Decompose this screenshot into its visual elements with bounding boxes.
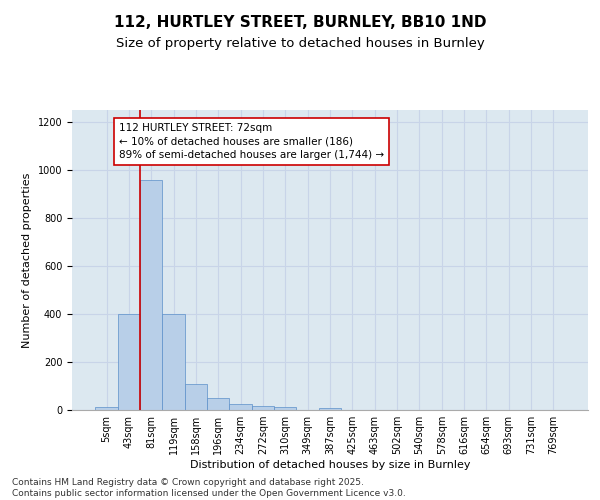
Text: Contains HM Land Registry data © Crown copyright and database right 2025.
Contai: Contains HM Land Registry data © Crown c…	[12, 478, 406, 498]
Bar	[185, 384, 207, 410]
Bar	[274, 407, 296, 410]
Bar	[252, 406, 274, 410]
Text: Size of property relative to detached houses in Burnley: Size of property relative to detached ho…	[116, 38, 484, 51]
Bar	[140, 180, 163, 410]
Bar	[95, 407, 118, 410]
X-axis label: Distribution of detached houses by size in Burnley: Distribution of detached houses by size …	[190, 460, 470, 470]
Bar	[207, 398, 229, 410]
Bar	[163, 314, 185, 410]
Bar	[118, 314, 140, 410]
Bar	[229, 404, 252, 410]
Text: 112 HURTLEY STREET: 72sqm
← 10% of detached houses are smaller (186)
89% of semi: 112 HURTLEY STREET: 72sqm ← 10% of detac…	[119, 123, 384, 160]
Y-axis label: Number of detached properties: Number of detached properties	[22, 172, 32, 348]
Bar	[319, 408, 341, 410]
Text: 112, HURTLEY STREET, BURNLEY, BB10 1ND: 112, HURTLEY STREET, BURNLEY, BB10 1ND	[114, 15, 486, 30]
